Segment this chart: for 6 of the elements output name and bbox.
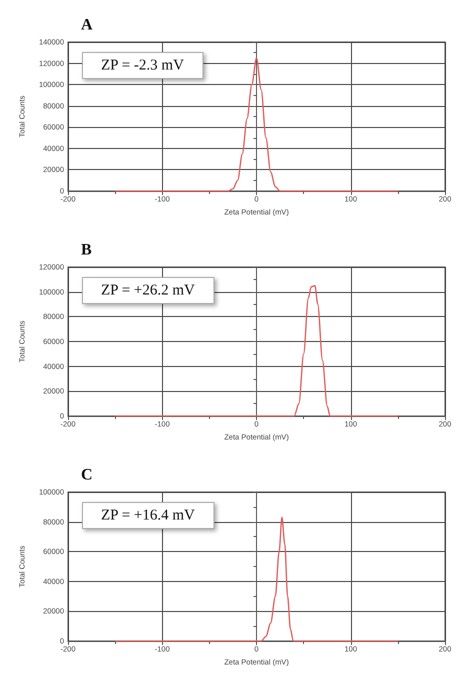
chart-title: C — [81, 466, 93, 484]
annotation: ZP = -2.3 mV — [101, 58, 184, 74]
chart-title: B — [81, 242, 92, 258]
annotation: ZP = +26.2 mV — [101, 282, 196, 298]
chart-title: A — [81, 16, 93, 34]
annotation: ZP = +16.4 mV — [101, 508, 196, 524]
